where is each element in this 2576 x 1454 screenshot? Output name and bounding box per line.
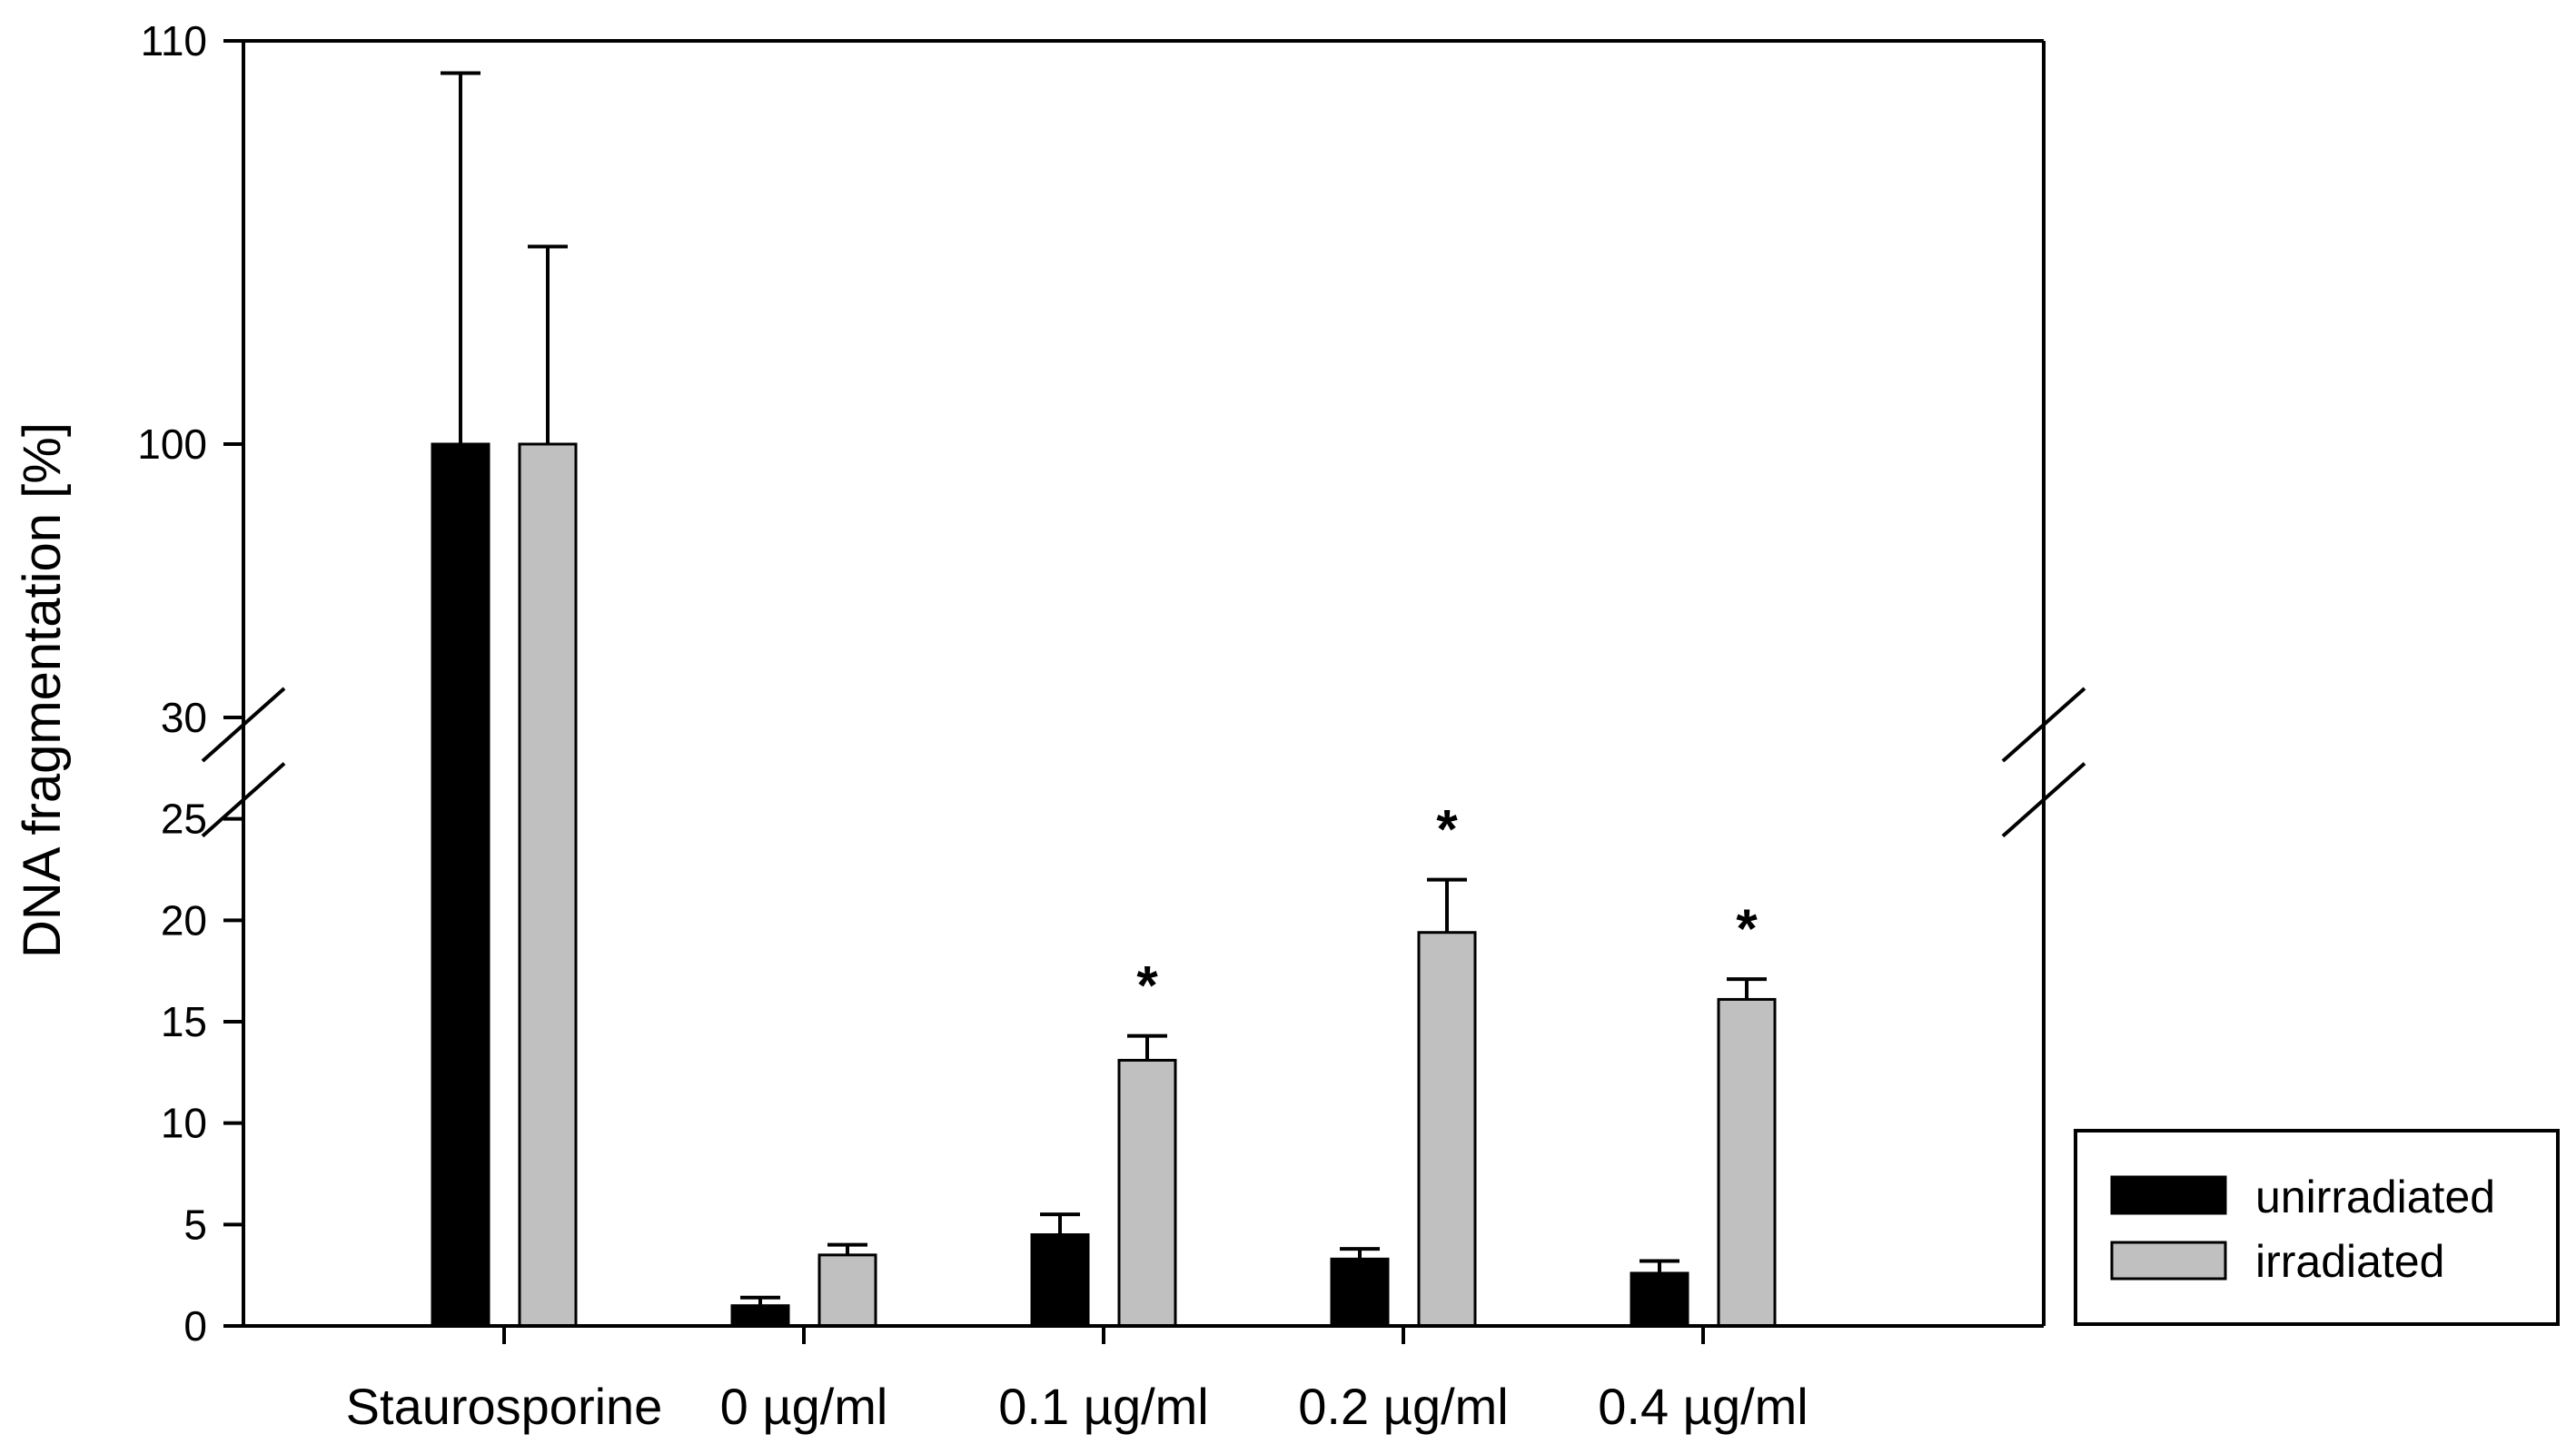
bar-irradiated [1717,997,1777,1328]
y-tick-label: 5 [183,1201,207,1248]
legend-swatch-unirradiated [2110,1175,2227,1215]
x-tick-label: 0.2 µg/ml [1298,1378,1508,1435]
legend: unirradiated irradiated [2074,1129,2560,1326]
bar-irradiated [1117,1058,1177,1328]
axis-break-mark-left-bottom [201,687,286,763]
y-tick-label: 100 [137,420,207,468]
bar-unirradiated [431,442,490,1328]
axis-break-mark-left-top [201,762,286,838]
x-tick-label: Staurosporine [346,1378,663,1435]
axis-break-mark-right-bottom [2001,687,2086,763]
significance-marker: * [1736,898,1758,959]
legend-swatch-irradiated [2110,1241,2227,1281]
legend-label-irradiated: irradiated [2255,1236,2444,1287]
x-tick-label: 0 µg/ml [720,1378,888,1435]
legend-box [2074,1129,2560,1326]
bar-unirradiated [730,1304,790,1328]
significance-marker: * [1436,799,1458,860]
y-tick-label: 25 [161,796,207,843]
y-tick-label: 0 [183,1302,207,1350]
x-tick-label: 0.4 µg/ml [1598,1378,1808,1435]
bar-unirradiated [1030,1233,1090,1328]
y-axis-title: DNA fragmentation [%] [13,422,72,958]
bar-irradiated [817,1253,877,1328]
bar-irradiated [1417,931,1477,1328]
y-tick-label: 110 [141,17,207,64]
legend-label-unirradiated: unirradiated [2255,1172,2495,1222]
axis-break-mark-right-top [2001,762,2086,838]
axes: 0 5 10 15 20 25 30 100 110 Staurosporine 0 µg/ml 0.… [137,17,1808,1435]
y-tick-label: 15 [161,998,207,1045]
significance-marker: * [1136,955,1158,1016]
x-tick-label: 0.1 µg/ml [998,1378,1208,1435]
y-tick-label: 30 [161,694,207,741]
bar-unirradiated [1330,1257,1390,1328]
plot-marks: * * * [431,71,1777,1328]
bar-unirradiated [1630,1271,1689,1328]
y-tick-label: 20 [161,896,207,944]
bar-irradiated [518,442,578,1328]
y-tick-label: 10 [161,1100,207,1147]
